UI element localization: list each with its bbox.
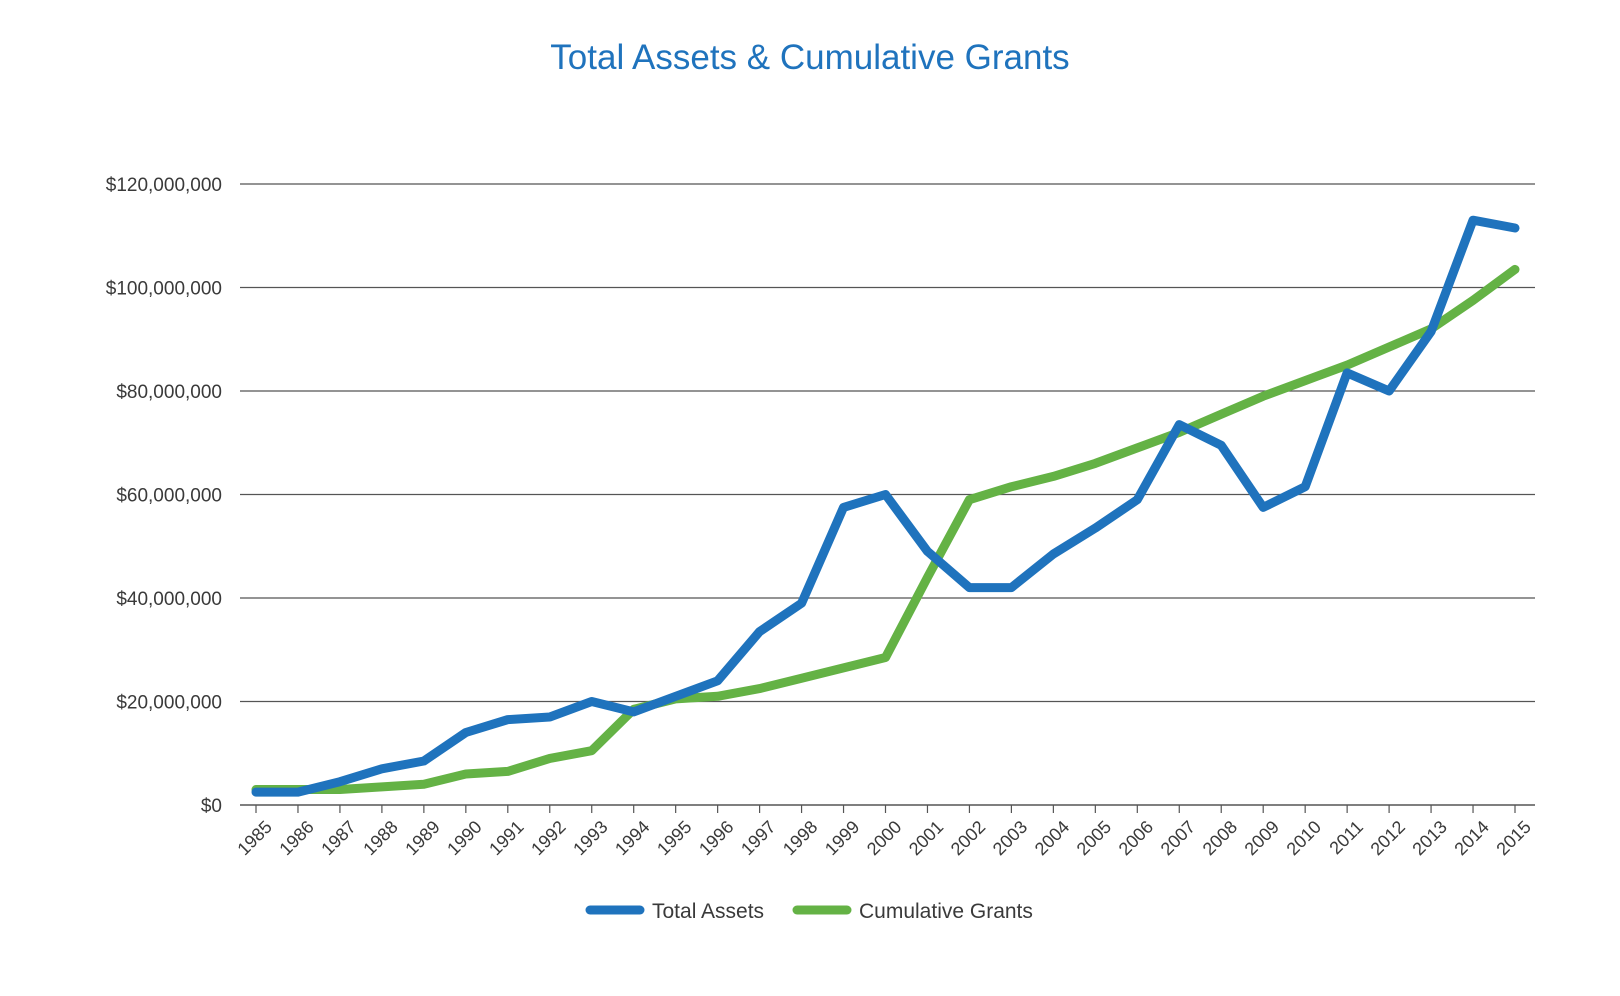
x-tick-label: 2004 — [1031, 817, 1073, 859]
x-tick-label: 2015 — [1492, 817, 1534, 859]
x-tick-label: 2005 — [1073, 817, 1115, 859]
x-axis-ticks: 1985 1986 1987 1988 1989 1990 1991 1992 1993 1994… — [233, 805, 1535, 859]
x-tick-label: 1987 — [317, 817, 359, 859]
x-tick-label: 2013 — [1408, 817, 1450, 859]
x-tick-label: 2012 — [1367, 817, 1409, 859]
chart-title: Total Assets & Cumulative Grants — [550, 38, 1070, 77]
x-tick-label: 1989 — [401, 817, 443, 859]
legend-label: Total Assets — [652, 900, 764, 923]
x-tick-label: 1998 — [779, 817, 821, 859]
x-tick-label: 2007 — [1157, 817, 1199, 859]
x-tick-label: 2009 — [1241, 817, 1283, 859]
y-tick-label: $20,000,000 — [116, 693, 222, 714]
x-tick-label: 2010 — [1283, 817, 1325, 859]
x-tick-label: 2006 — [1115, 817, 1157, 859]
y-tick-label: $100,000,000 — [106, 279, 222, 300]
x-tick-label: 1994 — [611, 817, 653, 859]
x-tick-label: 2011 — [1325, 817, 1367, 859]
x-tick-label: 1999 — [821, 817, 863, 859]
x-tick-label: 2014 — [1450, 817, 1492, 859]
series-layer — [251, 215, 1520, 797]
x-tick-label: 2001 — [905, 817, 947, 859]
x-tick-label: 1993 — [569, 817, 611, 859]
series-line-cumulative-grants — [251, 264, 1520, 794]
x-tick-label: 2003 — [989, 817, 1031, 859]
series-line-total-assets — [251, 215, 1520, 797]
gridlines — [240, 183, 1535, 703]
x-tick-label: 1996 — [695, 817, 737, 859]
x-tick-label: 1991 — [485, 817, 527, 859]
x-tick-label: 2000 — [863, 817, 905, 859]
x-tick-label: 1985 — [233, 817, 275, 859]
legend-label: Cumulative Grants — [859, 900, 1033, 923]
x-tick-label: 1990 — [443, 817, 485, 859]
y-tick-label: $40,000,000 — [116, 589, 222, 610]
x-tick-label: 2008 — [1199, 817, 1241, 859]
x-tick-label: 1986 — [275, 817, 317, 859]
x-tick-label: 1988 — [359, 817, 401, 859]
y-axis-ticks: $0 $20,000,000 $40,000,000 $60,000,000 $80,0… — [106, 175, 222, 817]
legend: Total Assets Cumulative Grants — [585, 900, 1033, 923]
y-tick-label: $0 — [201, 796, 222, 817]
y-tick-label: $80,000,000 — [116, 382, 222, 403]
x-tick-label: 1992 — [527, 817, 569, 859]
y-tick-label: $60,000,000 — [116, 486, 222, 507]
y-tick-label: $120,000,000 — [106, 175, 222, 196]
x-tick-label: 2002 — [947, 817, 989, 859]
x-tick-label: 1997 — [737, 817, 779, 859]
x-tick-label: 1995 — [653, 817, 695, 859]
